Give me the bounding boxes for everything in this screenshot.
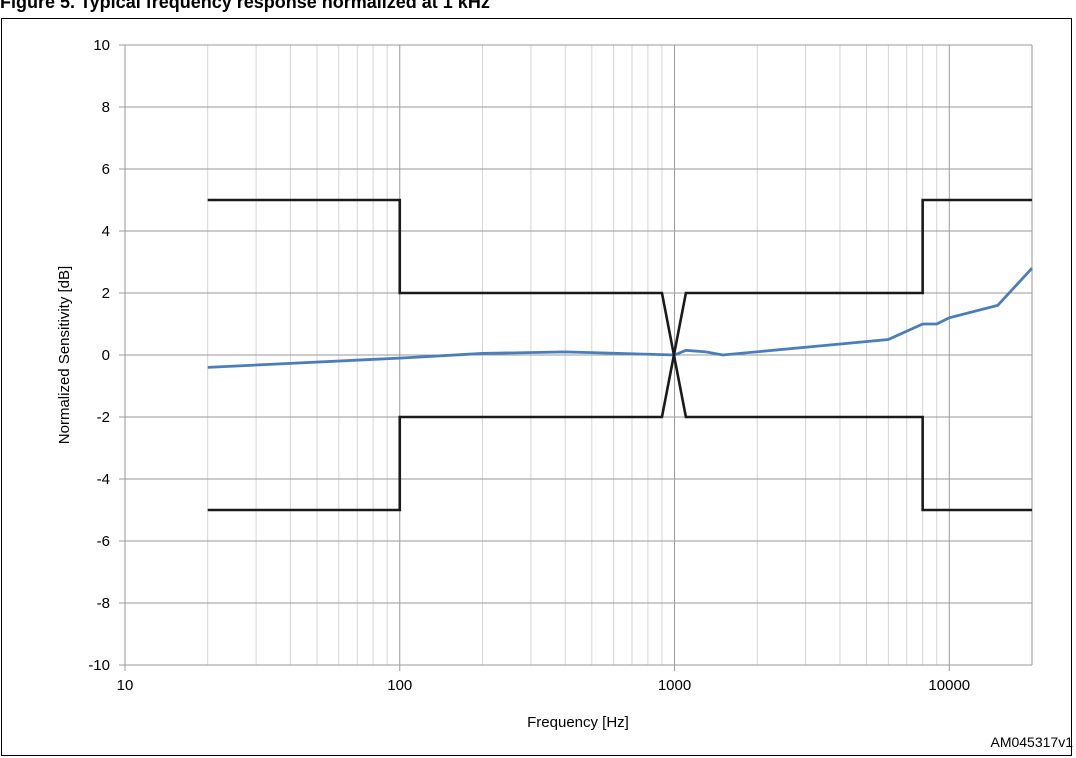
- y-tick-label: -8: [97, 595, 110, 612]
- x-axis-label: Frequency [Hz]: [527, 714, 629, 731]
- y-tick-label: 6: [102, 161, 110, 178]
- figure-frame: [1, 18, 1072, 756]
- response-curve-line: [207, 267, 1034, 369]
- figure-title: Figure 5. Typical frequency response nor…: [0, 0, 490, 12]
- y-tick-label: -2: [97, 409, 110, 426]
- y-tick-label: -6: [97, 533, 110, 550]
- y-tick-label: -4: [97, 471, 110, 488]
- x-tick-label: 1000: [658, 677, 691, 694]
- y-tick-label: -10: [88, 657, 110, 674]
- x-tick-label: 100: [387, 677, 412, 694]
- y-tick-label: 4: [102, 223, 110, 240]
- tolerance-mask-line-b: [207, 198, 1032, 512]
- y-tick-label: 2: [102, 285, 110, 302]
- figure-id: AM045317v1: [990, 734, 1073, 750]
- y-tick-label: 10: [93, 37, 110, 54]
- x-tick-label: 10000: [928, 677, 970, 694]
- y-tick-label: 0: [102, 347, 110, 364]
- x-tick-label: 10: [117, 677, 134, 694]
- series-layer: [207, 198, 1034, 512]
- tick-labels: 10 100 1000 10000 -10 -8 -6 -4 -2 0 2 4 6 8 10: [88, 37, 970, 694]
- y-axis-label: Normalized Sensitivity [dB]: [56, 266, 73, 444]
- y-tick-label: 8: [102, 99, 110, 116]
